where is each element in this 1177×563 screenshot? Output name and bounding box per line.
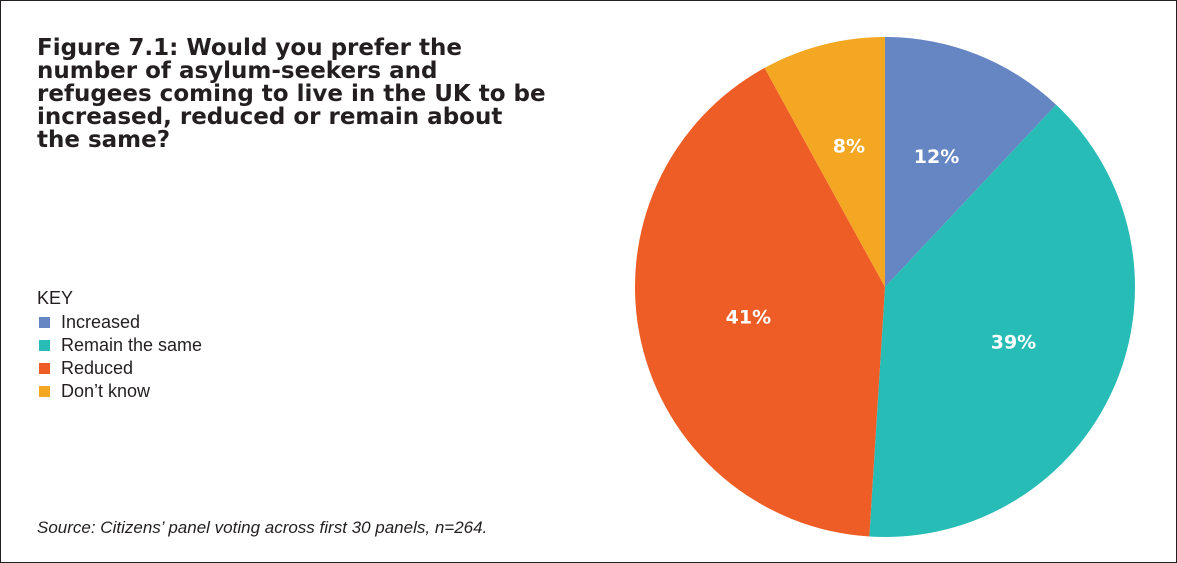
legend-label: Remain the same bbox=[61, 335, 203, 355]
legend-item: Remain the same bbox=[37, 334, 202, 357]
source-note: Source: Citizens’ panel voting across fi… bbox=[37, 518, 488, 537]
legend-swatch bbox=[39, 386, 50, 397]
legend-title: KEY bbox=[37, 288, 74, 308]
legend-label: Reduced bbox=[61, 358, 134, 378]
chart-title: Figure 7.1: Would you prefer the number … bbox=[37, 35, 546, 153]
legend-label: Increased bbox=[61, 312, 141, 332]
legend-item: Reduced bbox=[37, 357, 202, 380]
pie-data-label: 12% bbox=[914, 146, 959, 168]
legend-swatch bbox=[39, 340, 50, 351]
pie-chart: 12% 39% 41% 8% bbox=[634, 36, 1136, 538]
pie-slice bbox=[869, 104, 1136, 538]
legend-swatch bbox=[39, 317, 50, 328]
pie-data-label: 39% bbox=[991, 332, 1036, 354]
pie-slices bbox=[634, 36, 1136, 538]
legend: KEY Increased Remain the same Reduced Don’t… bbox=[37, 286, 202, 403]
pie-data-labels: 12% 39% 41% 8% bbox=[726, 136, 1037, 354]
pie-data-label: 8% bbox=[833, 136, 865, 158]
legend-label: Don’t know bbox=[61, 381, 151, 401]
pie-slice bbox=[634, 67, 885, 537]
legend-item: Don’t know bbox=[37, 380, 202, 403]
pie-slice bbox=[885, 37, 1057, 287]
pie-slice bbox=[764, 36, 885, 287]
legend-item: Increased bbox=[37, 311, 202, 334]
legend-items: Increased Remain the same Reduced Don’t kno… bbox=[37, 311, 202, 403]
pie-data-label: 41% bbox=[726, 307, 771, 329]
legend-swatch bbox=[39, 363, 50, 374]
